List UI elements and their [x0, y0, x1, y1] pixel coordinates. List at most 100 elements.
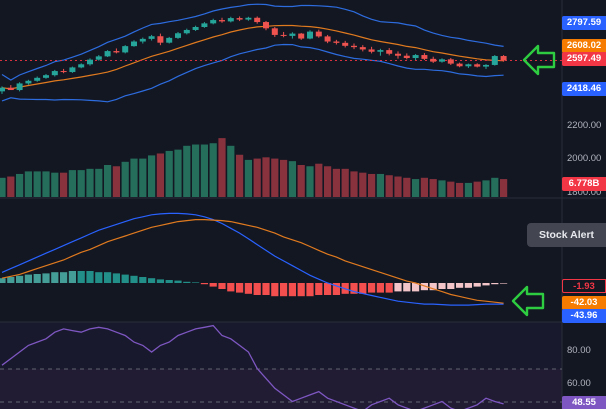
volume-bar: [359, 172, 367, 197]
macd-histogram-bar: [33, 274, 41, 283]
volume-bar: [112, 166, 120, 197]
volume-bar: [16, 173, 24, 197]
candle-body: [43, 75, 49, 78]
candle-body: [236, 18, 243, 20]
candle-body: [368, 49, 375, 52]
volume-bar: [429, 179, 437, 197]
volume-tag: 6.778B: [562, 177, 606, 191]
upper-band-tag: 2797.59: [562, 16, 606, 30]
candle-body: [104, 51, 111, 57]
macd-histogram-bar: [280, 283, 288, 297]
candle-body: [298, 33, 305, 39]
candle-body: [412, 55, 419, 59]
macd-histogram-bar: [165, 280, 173, 283]
macd-histogram-bar: [7, 277, 15, 283]
volume-bar: [42, 171, 50, 197]
price-arrow-icon: [522, 44, 556, 76]
volume-bar: [473, 181, 481, 197]
candle-body: [122, 46, 129, 53]
rsi-line: [1, 324, 504, 409]
macd-histogram-bar: [271, 283, 279, 297]
price-scale-label-1800: 1800.00: [567, 187, 602, 198]
middle-band-line: [1, 24, 504, 90]
volume-bar: [368, 173, 376, 197]
volume-bar: [280, 159, 288, 197]
volume-bar: [394, 176, 402, 197]
candle-body: [395, 53, 401, 56]
volume-bar: [350, 171, 358, 197]
volume-bar: [24, 171, 32, 197]
macd-histogram-tag: -1.93: [562, 279, 606, 293]
candle-body: [95, 56, 102, 60]
candle-body: [439, 59, 445, 62]
candle-body: [386, 50, 393, 54]
rsi-scale-label-60: 60.00: [567, 378, 591, 389]
candle-body: [16, 83, 23, 91]
stock-alert-button[interactable]: Stock Alert: [527, 223, 606, 247]
lower-band-tag: 2418.46: [562, 82, 606, 96]
macd-histogram-bar: [68, 271, 76, 283]
macd-histogram-bar: [236, 283, 244, 293]
signal-line-tag: -42.03: [562, 296, 606, 310]
volume-bar: [165, 150, 173, 197]
macd-histogram-bar: [447, 283, 455, 289]
volume-bar: [156, 153, 164, 197]
volume-bar: [209, 143, 217, 197]
candle-body: [148, 36, 155, 39]
macd-histogram-bar: [368, 283, 376, 293]
candle-body: [131, 41, 137, 47]
candle-body: [456, 63, 463, 67]
price-scale-label-2000: 2000.00: [567, 153, 602, 164]
macd-histogram-bar: [306, 283, 314, 297]
volume-bar: [200, 144, 208, 197]
candle-body: [342, 42, 349, 46]
macd-histogram-bar: [403, 283, 411, 292]
candle-body: [201, 23, 208, 27]
macd-histogram-bar: [288, 283, 296, 297]
volume-bar: [420, 177, 428, 197]
volume-bar: [456, 182, 464, 197]
signal-line: [1, 219, 504, 304]
volume-bar: [500, 179, 508, 197]
price-scale-label-2200: 2200.00: [567, 120, 602, 131]
volume-bar: [183, 145, 191, 197]
macd-histogram-bar: [227, 283, 235, 292]
volume-bar: [262, 157, 270, 197]
macd-histogram-bar: [148, 278, 156, 283]
macd-histogram-bar: [86, 271, 94, 283]
macd-histogram-bar: [315, 283, 323, 295]
candle-body: [289, 33, 296, 36]
macd-histogram-bar: [420, 283, 428, 291]
macd-histogram-bar: [218, 283, 226, 289]
macd-histogram-bar: [324, 283, 332, 295]
middle-band-tag: 2608.02: [562, 39, 606, 53]
macd-histogram-bar: [385, 283, 393, 293]
volume-bar: [271, 158, 279, 197]
macd-histogram-bar: [192, 282, 200, 283]
macd-histogram-bar: [130, 275, 138, 283]
candle-body: [377, 50, 384, 52]
volume-bar: [51, 172, 59, 197]
volume-bar: [403, 177, 411, 197]
macd-histogram-bar: [121, 274, 129, 283]
macd-histogram-bar: [350, 283, 358, 294]
macd-arrow-icon: [511, 285, 545, 317]
volume-bar: [244, 159, 252, 197]
candle-body: [333, 41, 340, 43]
candle-body: [263, 22, 269, 29]
volume-bar: [306, 166, 314, 197]
macd-histogram-bar: [209, 283, 217, 287]
macd-line: [1, 212, 504, 306]
candle-body: [351, 45, 357, 48]
macd-histogram-bar: [473, 283, 481, 287]
last-price-tag: 2597.49: [562, 52, 606, 66]
macd-histogram-bar: [297, 283, 305, 297]
candle-body: [500, 56, 507, 61]
macd-histogram-bar: [253, 283, 261, 295]
candle-body: [210, 20, 217, 24]
macd-histogram-bar: [500, 283, 508, 284]
volume-bar: [482, 180, 490, 197]
candle-body: [219, 20, 225, 22]
candle-body: [227, 18, 234, 22]
